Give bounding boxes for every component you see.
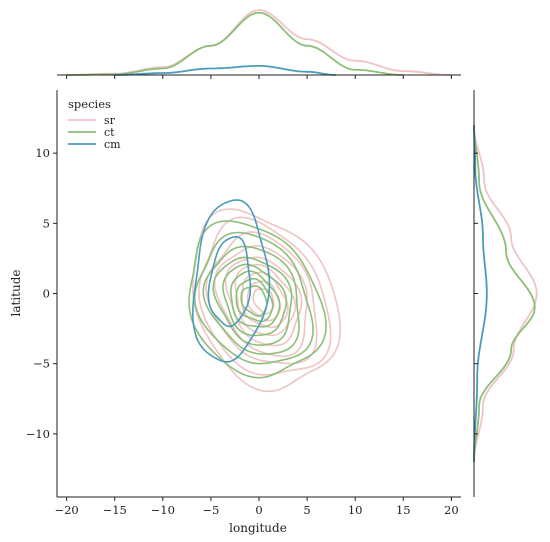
legend-label-ct: ct — [104, 126, 115, 139]
contour-ct — [193, 231, 314, 365]
y-tick-label: −5 — [33, 357, 50, 371]
x-marginal-density-cm — [114, 65, 336, 76]
contour-ct — [202, 245, 300, 355]
x-tick-label: 20 — [444, 503, 459, 517]
x-tick-label: 0 — [255, 503, 262, 517]
x-tick-label: 5 — [303, 503, 310, 517]
x-marginal-density-ct — [66, 11, 404, 76]
contour-ct — [222, 263, 288, 337]
x-tick-label: −20 — [54, 503, 78, 517]
legend-label-sr: sr — [104, 114, 116, 127]
x-tick-label: 15 — [396, 503, 411, 517]
top-marginal — [66, 9, 452, 76]
y-axis-label: latitude — [9, 270, 23, 317]
contour-cm — [207, 236, 252, 328]
contour-sr — [252, 288, 275, 315]
x-tick-label: −10 — [151, 503, 175, 517]
y-marginal-density-ct — [473, 125, 536, 462]
y-tick-label: 10 — [35, 146, 50, 160]
contour-sr — [241, 271, 289, 329]
y-tick-label: 0 — [43, 287, 50, 301]
contour-ct — [240, 285, 268, 317]
y-tick-label: 5 — [43, 216, 50, 230]
legend-title: species — [68, 97, 111, 111]
contour-sr — [224, 256, 303, 347]
y-tick-label: −10 — [26, 427, 50, 441]
axes: −20 −15 −10 −5 0 5 10 15 20 10 5 0 −5 −10 — [26, 74, 478, 517]
contour-ct — [188, 220, 327, 379]
contour-cm — [191, 199, 271, 363]
x-tick-label: 10 — [348, 503, 363, 517]
x-tick-label: −15 — [103, 503, 127, 517]
contour-sr — [213, 245, 308, 358]
main-joint-panel — [188, 199, 342, 393]
legend-label-cm: cm — [104, 138, 121, 151]
contour-ct — [212, 256, 293, 346]
right-marginal — [473, 125, 538, 462]
contour-sr — [234, 263, 297, 337]
x-axis-label: longitude — [229, 521, 287, 535]
x-tick-label: −5 — [202, 503, 219, 517]
y-marginal-density-sr — [473, 125, 538, 462]
contour-ct — [235, 277, 274, 323]
y-marginal-density-cm — [473, 125, 488, 462]
